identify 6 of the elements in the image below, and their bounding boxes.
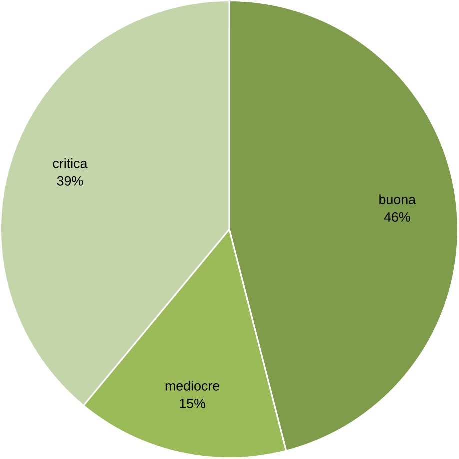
data-label: 15% (180, 398, 206, 408)
data-label: 39% (57, 176, 84, 186)
data-label: 46% (384, 212, 410, 222)
slice-label: mediocre (166, 381, 220, 391)
slice-label: critica (53, 158, 88, 168)
slice-label: buona (380, 194, 416, 204)
